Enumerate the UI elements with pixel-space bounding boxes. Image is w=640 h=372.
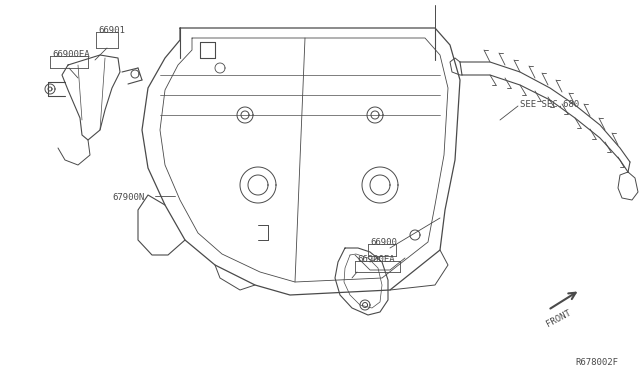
Text: 66900EA: 66900EA — [357, 255, 395, 264]
Text: FRONT: FRONT — [545, 308, 573, 328]
Text: SEE SEC.680: SEE SEC.680 — [520, 100, 579, 109]
Text: 67900N: 67900N — [112, 193, 144, 202]
Text: 66900EA: 66900EA — [52, 50, 90, 59]
Text: 66901: 66901 — [98, 26, 125, 35]
Text: 66900: 66900 — [370, 238, 397, 247]
Text: R678002F: R678002F — [575, 358, 618, 367]
